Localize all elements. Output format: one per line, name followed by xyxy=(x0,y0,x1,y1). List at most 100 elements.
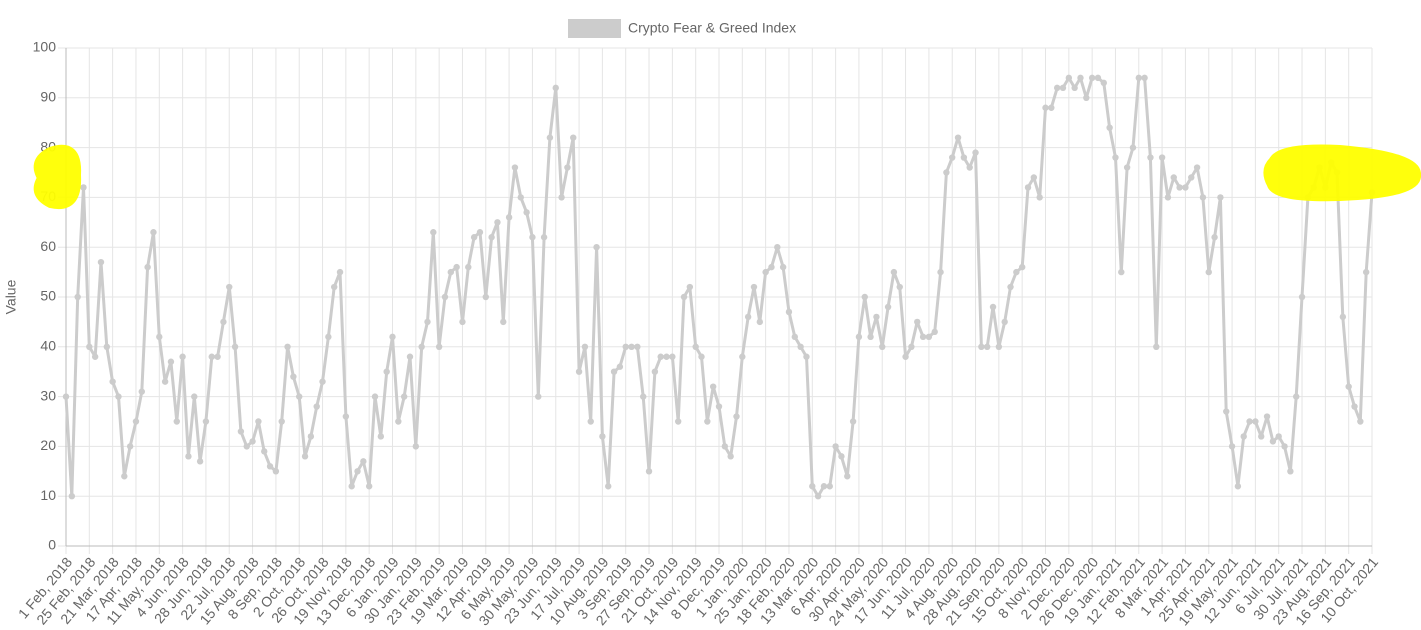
data-point xyxy=(820,483,828,490)
y-tick-label: 30 xyxy=(40,387,56,403)
data-point xyxy=(494,219,501,226)
data-point xyxy=(80,184,87,191)
data-point xyxy=(1211,234,1218,241)
data-point xyxy=(873,313,880,321)
data-point xyxy=(1042,104,1049,111)
data-point xyxy=(879,343,886,350)
data-point xyxy=(739,353,746,360)
data-point xyxy=(354,468,361,475)
data-point xyxy=(319,378,326,385)
data-point xyxy=(1141,74,1148,82)
data-point xyxy=(1298,293,1306,301)
y-tick-label: 50 xyxy=(40,288,56,304)
data-point xyxy=(395,418,402,425)
data-point xyxy=(360,458,367,465)
data-point xyxy=(1234,483,1242,490)
data-point xyxy=(1123,164,1131,171)
data-point xyxy=(1263,413,1271,420)
data-point xyxy=(161,378,169,385)
data-point xyxy=(1059,84,1067,92)
y-tick-label: 10 xyxy=(40,487,56,503)
data-point xyxy=(570,134,577,141)
data-point xyxy=(744,313,752,321)
data-point xyxy=(663,353,670,360)
data-point xyxy=(925,333,933,341)
data-point xyxy=(634,343,641,350)
data-point xyxy=(1024,184,1032,191)
data-point xyxy=(68,493,76,500)
data-point xyxy=(558,194,565,201)
data-point xyxy=(1112,154,1119,161)
data-point xyxy=(511,164,519,171)
highlight-mark xyxy=(33,144,82,210)
data-point xyxy=(91,353,99,360)
data-point xyxy=(231,343,239,350)
data-point xyxy=(645,468,653,475)
data-point xyxy=(196,458,204,465)
data-point xyxy=(1077,74,1084,82)
data-point xyxy=(914,318,921,326)
data-point xyxy=(1083,94,1090,102)
data-point xyxy=(575,368,583,375)
data-point xyxy=(756,318,764,326)
legend-label: Crypto Fear & Greed Index xyxy=(628,20,796,36)
data-point xyxy=(587,418,594,425)
data-point xyxy=(651,368,659,375)
data-point xyxy=(465,263,472,271)
data-point xyxy=(692,343,699,350)
data-point xyxy=(214,353,221,360)
data-point xyxy=(1153,343,1160,350)
data-point xyxy=(1129,144,1137,151)
data-point xyxy=(809,483,816,490)
data-point xyxy=(103,343,111,350)
y-tick-label: 60 xyxy=(40,238,56,254)
data-point xyxy=(674,418,682,425)
data-point xyxy=(826,483,833,490)
data-point xyxy=(1339,313,1347,321)
data-point xyxy=(867,333,874,341)
data-point xyxy=(902,353,909,360)
data-point xyxy=(931,328,938,336)
data-point xyxy=(1013,268,1020,276)
data-point xyxy=(768,263,775,271)
data-point xyxy=(552,84,559,92)
data-point xyxy=(1252,418,1259,425)
data-point xyxy=(861,293,868,301)
data-point xyxy=(610,368,618,375)
data-point xyxy=(62,393,70,400)
data-point xyxy=(855,333,863,341)
data-point xyxy=(774,244,781,251)
data-point xyxy=(605,483,612,490)
data-point xyxy=(325,333,332,341)
data-point xyxy=(261,448,268,455)
data-point xyxy=(727,453,734,460)
data-point xyxy=(669,353,676,360)
data-point xyxy=(1345,383,1352,390)
data-point xyxy=(86,343,93,350)
data-point xyxy=(115,393,122,400)
data-point xyxy=(890,268,898,276)
data-point xyxy=(698,353,705,360)
data-point xyxy=(74,293,81,301)
data-point xyxy=(686,283,694,291)
data-point xyxy=(412,443,420,450)
highlight-mark xyxy=(1263,144,1421,202)
data-point xyxy=(1275,433,1282,440)
data-point xyxy=(581,343,589,350)
data-point xyxy=(657,353,664,360)
data-point xyxy=(1228,443,1236,450)
data-point xyxy=(908,343,915,350)
data-point xyxy=(301,453,309,460)
data-point xyxy=(237,428,245,435)
y-tick-label: 100 xyxy=(33,39,57,55)
data-point xyxy=(1193,164,1201,171)
data-point xyxy=(844,473,851,480)
data-point xyxy=(750,283,758,291)
data-point xyxy=(529,234,536,241)
data-point xyxy=(523,209,530,216)
y-tick-label: 90 xyxy=(40,89,56,105)
data-point xyxy=(435,343,443,350)
